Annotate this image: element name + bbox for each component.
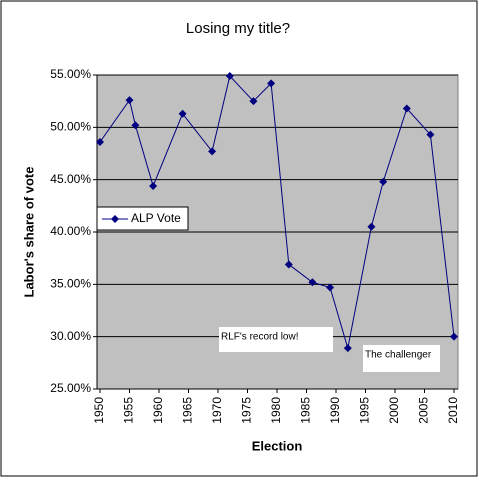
legend-label: ALP Vote bbox=[131, 211, 181, 225]
y-tick-label: 40.00% bbox=[50, 224, 91, 238]
legend-box bbox=[96, 206, 189, 231]
chart-title: Losing my title? bbox=[186, 20, 290, 37]
point-marker bbox=[379, 177, 388, 186]
point-marker bbox=[326, 283, 335, 292]
annotation-box bbox=[219, 327, 333, 352]
point-marker bbox=[450, 332, 458, 341]
x-tick-label: 2005 bbox=[417, 397, 431, 424]
y-tick-label: 45.00% bbox=[50, 172, 91, 186]
legend: ALP Vote bbox=[96, 206, 189, 231]
y-tick-label: 35.00% bbox=[50, 277, 91, 291]
x-tick-label: 1995 bbox=[358, 397, 372, 424]
x-tick-label: 1975 bbox=[240, 397, 254, 424]
x-tick-label: 2010 bbox=[446, 397, 460, 424]
x-tick-label: 1965 bbox=[181, 397, 195, 424]
point-marker bbox=[125, 96, 134, 105]
point-marker bbox=[343, 344, 352, 353]
x-tick-label: 1990 bbox=[328, 397, 342, 424]
x-tick-label: 2000 bbox=[387, 397, 401, 424]
y-tick-label: 50.00% bbox=[50, 120, 91, 134]
annotation: RLF's record low! bbox=[221, 332, 299, 343]
point-marker bbox=[284, 260, 293, 269]
point-marker bbox=[178, 109, 187, 118]
point-marker bbox=[267, 79, 276, 88]
x-tick-label: 1950 bbox=[92, 397, 106, 424]
point-marker bbox=[402, 104, 411, 113]
series-line bbox=[99, 75, 455, 349]
point-marker bbox=[225, 72, 234, 81]
annotation-box bbox=[363, 345, 440, 372]
x-tick-label: 1960 bbox=[151, 397, 165, 424]
point-marker bbox=[96, 137, 104, 146]
y-tick-label: 25.00% bbox=[50, 381, 91, 395]
point-marker bbox=[131, 121, 140, 130]
x-tick-label: 1955 bbox=[122, 397, 136, 424]
y-tick-label: 55.00% bbox=[50, 67, 91, 81]
x-axis-label: Election bbox=[252, 438, 303, 453]
point-marker bbox=[249, 97, 258, 106]
point-marker bbox=[367, 222, 376, 231]
point-marker bbox=[426, 130, 435, 139]
point-marker bbox=[208, 147, 217, 156]
x-tick-label: 1985 bbox=[299, 397, 313, 424]
point-marker bbox=[149, 181, 158, 190]
y-tick-label: 30.00% bbox=[50, 329, 91, 343]
x-tick-label: 1980 bbox=[269, 397, 283, 424]
x-tick-label: 1970 bbox=[210, 397, 224, 424]
y-axis-label: Labor's share of vote bbox=[21, 167, 36, 298]
legend-marker bbox=[111, 215, 119, 223]
annotation: The challenger bbox=[365, 350, 432, 361]
point-marker bbox=[308, 278, 317, 287]
